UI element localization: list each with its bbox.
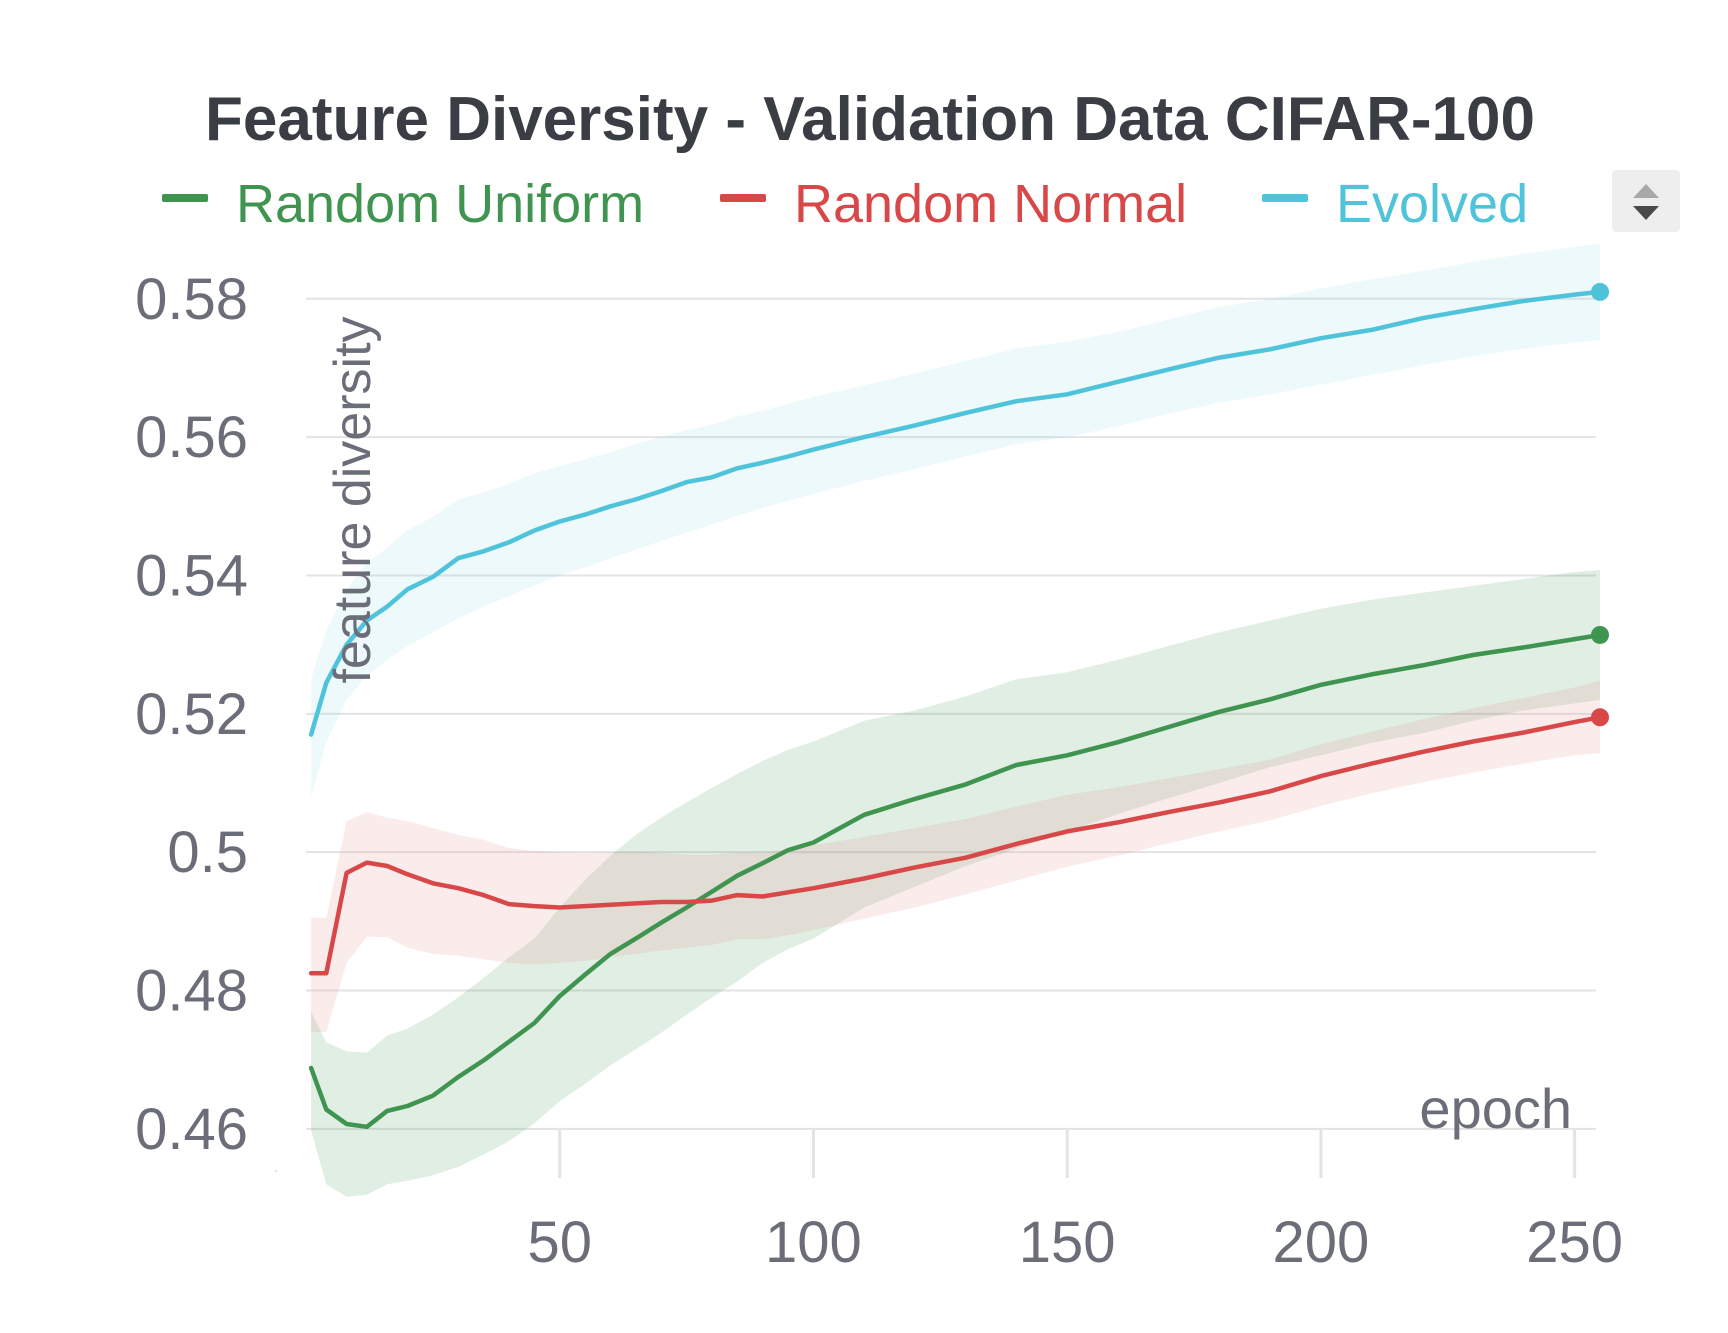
y-tick-label: 0.48 <box>135 959 248 1024</box>
legend-label: Evolved <box>1336 174 1528 234</box>
x-tick-label: 250 <box>1526 1210 1623 1275</box>
legend: Random Uniform Random Normal Evolved <box>162 174 1528 234</box>
legend-scroll-background <box>1612 170 1680 232</box>
y-axis-label: feature diversity <box>324 316 382 683</box>
y-tick-label: 0.5 <box>167 820 248 885</box>
x-tick-label: 100 <box>765 1210 862 1275</box>
x-axis-label: epoch <box>1419 1077 1572 1140</box>
series-end-point <box>1591 282 1609 301</box>
scroll-down-icon[interactable] <box>1633 206 1659 220</box>
series-line <box>308 632 1603 1130</box>
series-end-point <box>1591 708 1609 727</box>
y-axis: 0.46 0.48 0.5 0.52 0.54 0.56 0.58 <box>135 267 248 1162</box>
confidence-band <box>311 570 1601 1197</box>
grid <box>306 297 1596 1130</box>
x-tick-label: 150 <box>1019 1210 1116 1275</box>
legend-item[interactable]: Random Uniform <box>162 174 644 234</box>
legend-label: Random Normal <box>794 174 1187 234</box>
series-end-point <box>1591 625 1609 644</box>
x-axis: 50 100 150 200 250 <box>275 1130 1623 1275</box>
confidence-band <box>311 243 1601 797</box>
y-tick-label: 0.54 <box>135 543 248 608</box>
chart-title: Feature Diversity - Validation Data CIFA… <box>205 85 1535 154</box>
scroll-up-icon[interactable] <box>1633 184 1659 198</box>
confidence-bands <box>311 243 1601 1197</box>
series-lines <box>308 282 1609 1130</box>
legend-label: Random Uniform <box>236 174 644 234</box>
legend-swatch <box>1262 194 1308 202</box>
legend-swatch <box>720 194 766 202</box>
legend-item[interactable]: Random Normal <box>720 174 1187 234</box>
y-tick-label: 0.56 <box>135 405 248 470</box>
legend-scroll-control[interactable] <box>1612 170 1680 232</box>
y-tick-label: 0.46 <box>135 1097 248 1162</box>
legend-swatch <box>162 194 208 202</box>
series-line <box>308 289 1603 737</box>
y-tick-label: 0.52 <box>135 682 248 747</box>
confidence-band <box>311 680 1601 1032</box>
x-tick-label: 50 <box>527 1210 592 1275</box>
legend-item[interactable]: Evolved <box>1262 174 1528 234</box>
y-tick-label: 0.58 <box>135 267 248 332</box>
x-tick-label: 200 <box>1273 1210 1370 1275</box>
series-line <box>308 715 1603 976</box>
